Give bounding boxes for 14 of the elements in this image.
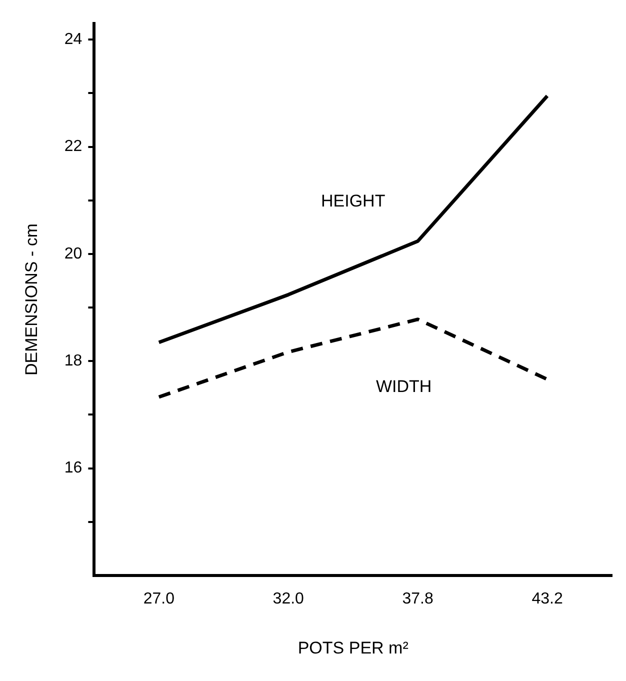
y-axis-title: DEMENSIONS - cm [22,223,41,376]
y-tick-label: 22 [64,138,82,156]
x-tick-label: 27.0 [143,590,175,608]
y-tick-label: 18 [64,352,82,370]
x-tick-label: 32.0 [272,590,304,608]
text: WIDTH [376,377,432,396]
y-tick-label: 20 [64,245,82,262]
x-axis-title: POTS PER m² [298,638,409,658]
y-tick-label: 16 [64,460,82,477]
x-tick-label: 37.8 [402,590,434,608]
line-series [157,318,550,399]
text: HEIGHT [320,192,386,211]
y-tick-label: 24 [64,31,82,48]
x-tick-label: 43.2 [532,590,563,608]
